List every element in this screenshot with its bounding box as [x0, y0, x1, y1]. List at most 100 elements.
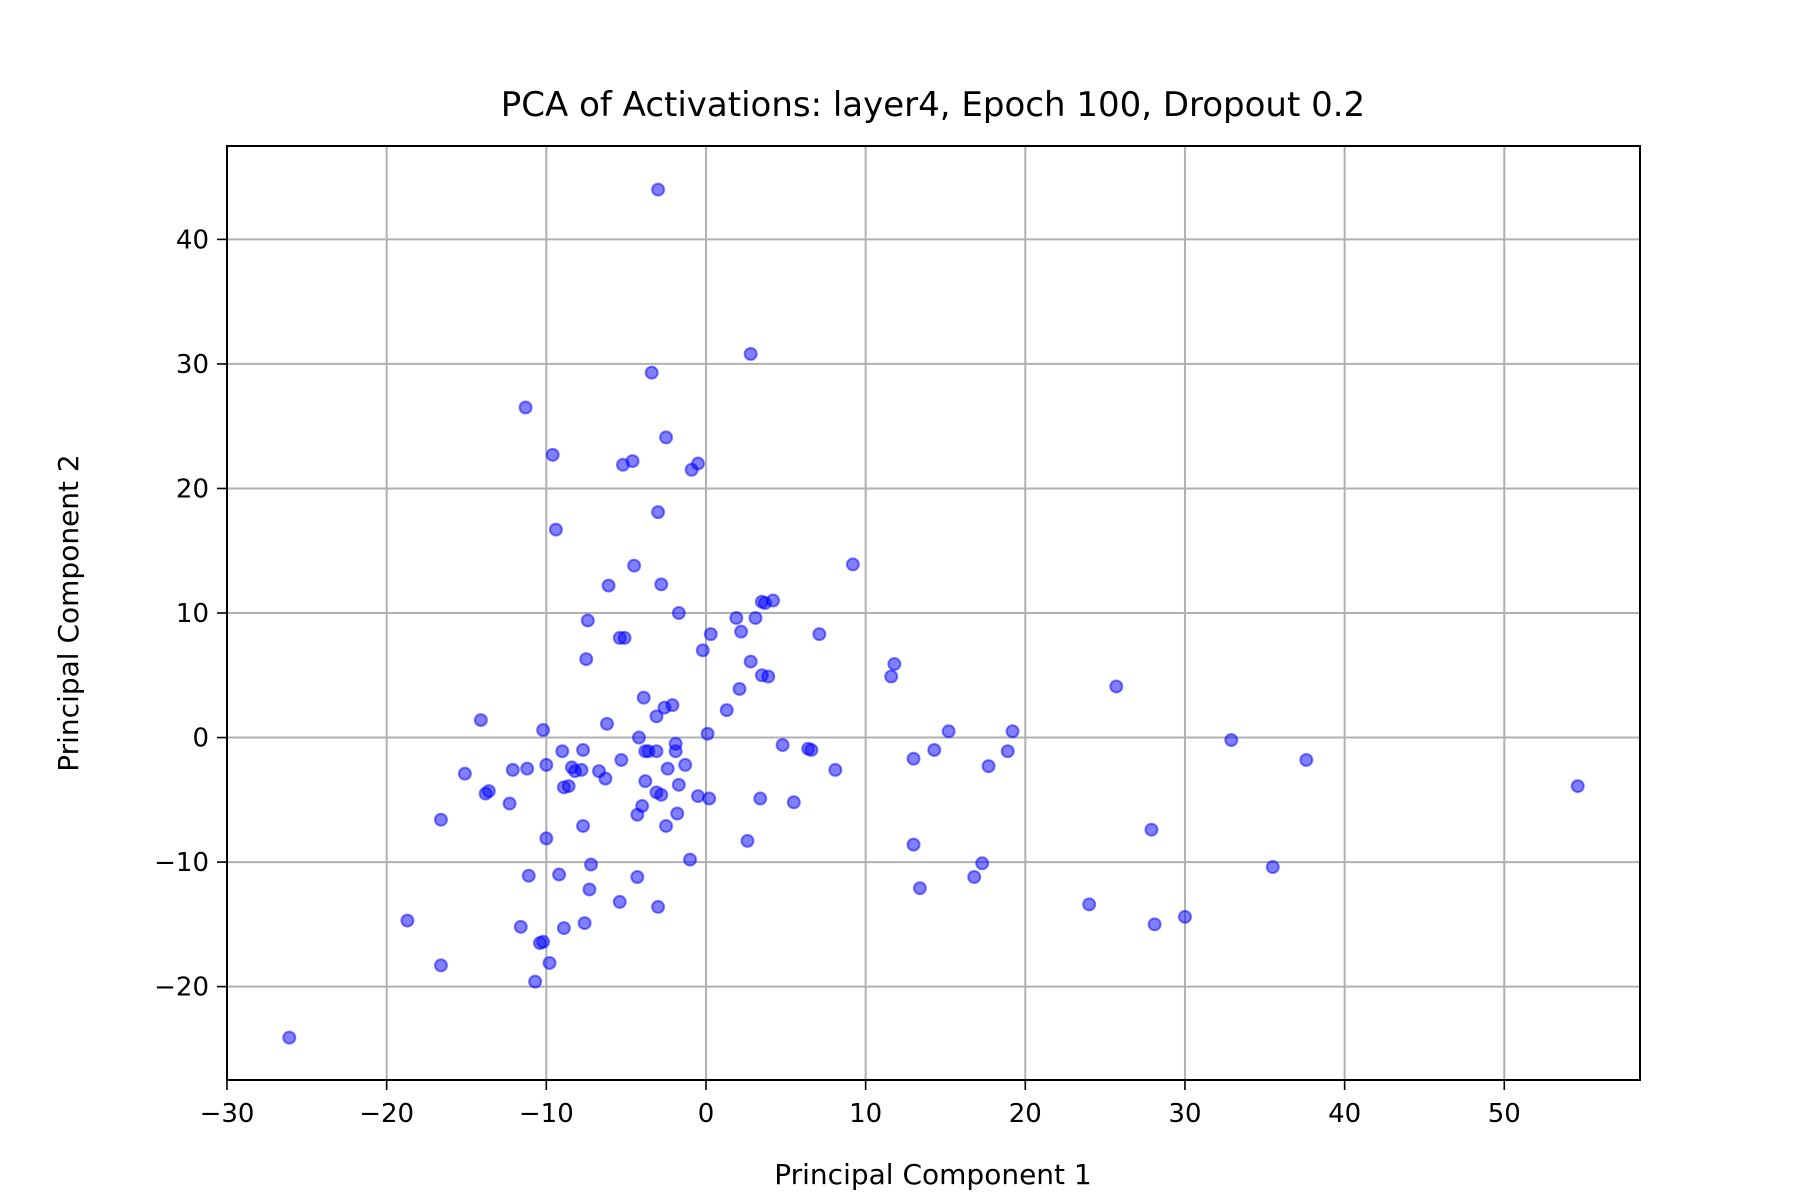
x-tick-label: −30 [200, 1099, 255, 1129]
data-point [644, 365, 659, 380]
data-point [539, 757, 554, 772]
data-point [582, 882, 597, 897]
y-tick-label: 30 [176, 350, 209, 380]
y-tick-label: 40 [176, 225, 209, 255]
data-point [743, 654, 758, 669]
data-point [678, 757, 693, 772]
data-point [576, 742, 591, 757]
data-point [577, 916, 592, 931]
data-point [967, 870, 982, 885]
data-point [520, 761, 535, 776]
data-point [729, 610, 744, 625]
data-point [1109, 679, 1124, 694]
data-point [532, 936, 547, 951]
data-point [636, 690, 651, 705]
data-point [906, 837, 921, 852]
data-point [513, 919, 528, 934]
data-point [828, 762, 843, 777]
data-point [556, 780, 571, 795]
data-point [1224, 733, 1239, 748]
x-tick-label: 40 [1328, 1099, 1361, 1129]
data-point [627, 558, 642, 573]
data-point [630, 807, 645, 822]
data-point [505, 762, 520, 777]
chart-title: PCA of Activations: layer4, Epoch 100, D… [501, 85, 1365, 125]
data-point [691, 789, 705, 804]
data-point [601, 578, 616, 593]
x-tick-label: 10 [849, 1099, 882, 1129]
y-tick-label: 0 [192, 724, 209, 754]
data-point [719, 703, 734, 718]
data-point [614, 752, 629, 767]
data-point [981, 759, 996, 774]
x-tick-label: 20 [1009, 1099, 1042, 1129]
data-point [1265, 860, 1280, 875]
data-point [786, 795, 801, 810]
data-point [568, 764, 583, 779]
data-point [473, 713, 488, 728]
plot-frame [226, 145, 1641, 1081]
data-point [545, 447, 560, 462]
data-point [766, 593, 781, 608]
data-point [518, 400, 533, 415]
data-point [478, 786, 493, 801]
y-tick-label: 20 [176, 474, 209, 504]
data-point [734, 624, 749, 639]
axis-ticks: −30 −20 −10 0 10 20 30 40 50 −20 −10 0 10 20 30 40 [154, 225, 1521, 1129]
data-point [1570, 779, 1585, 794]
data-point [282, 1030, 297, 1045]
data-point [887, 657, 902, 672]
data-point [599, 716, 614, 731]
data-point [638, 774, 653, 789]
data-point [659, 818, 674, 833]
data-point [630, 870, 645, 885]
data-point [617, 630, 632, 645]
data-point [576, 818, 591, 833]
data-point [555, 744, 570, 759]
data-point [651, 505, 666, 520]
x-axis-label: Principal Component 1 [774, 1158, 1092, 1191]
data-point [584, 857, 599, 872]
data-point [598, 771, 613, 786]
data-point [657, 700, 672, 715]
data-point [702, 791, 717, 806]
data-point [649, 709, 664, 724]
data-point [612, 894, 627, 909]
data-point [651, 182, 666, 197]
y-axis-label: Principal Component 2 [52, 454, 85, 772]
data-point [528, 974, 543, 989]
data-point [1082, 897, 1097, 912]
data-point [433, 812, 448, 827]
data-point [703, 627, 718, 642]
data-point [670, 806, 685, 821]
data-point [651, 899, 666, 914]
data-point [691, 456, 705, 471]
data-point [659, 430, 674, 445]
data-point [671, 777, 686, 792]
data-point [884, 669, 899, 684]
data-point [1147, 917, 1162, 932]
data-point [1299, 752, 1314, 767]
x-tick-label: 30 [1168, 1099, 1201, 1129]
data-point [631, 730, 646, 745]
data-point [748, 610, 763, 625]
data-point [654, 787, 669, 802]
data-point [683, 852, 698, 867]
data-point [1144, 822, 1159, 837]
data-point [539, 831, 554, 846]
data-point [542, 955, 557, 970]
data-point [740, 833, 755, 848]
data-point [912, 881, 927, 896]
data-point [761, 669, 776, 684]
data-point [775, 738, 790, 753]
data-point [975, 856, 990, 871]
data-point [743, 346, 758, 361]
data-point [671, 606, 686, 620]
y-tick-label: −20 [154, 973, 209, 1003]
data-point [927, 742, 942, 757]
data-point [1005, 724, 1020, 739]
data-point [754, 594, 769, 609]
data-point [668, 744, 683, 759]
